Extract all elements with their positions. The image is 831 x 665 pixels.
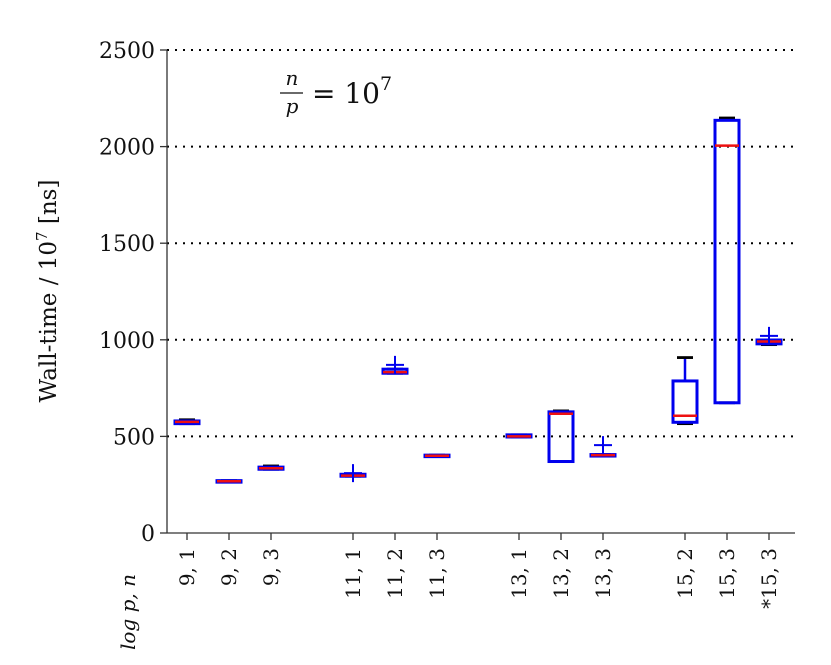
outlier-marker-0: [386, 355, 404, 374]
y-tick-label-2500: 2500: [99, 39, 155, 64]
x-tick-label-1: 9, 2: [217, 548, 241, 586]
y-axis-label-unit: [ns]: [36, 180, 62, 232]
outlier-marker-0: [760, 326, 778, 345]
box-rect: [713, 118, 741, 405]
box-5: [423, 453, 451, 459]
x-tick-label-6: 13, 1: [507, 548, 531, 599]
x-tick-label-0: 9, 1: [175, 548, 199, 586]
y-tick-label-1000: 1000: [99, 329, 155, 354]
annotation-numerator: n: [286, 66, 299, 90]
annotation-rhs-base: = 10: [312, 77, 380, 110]
annotation-rhs-exp: 7: [380, 73, 392, 95]
box-6: [505, 433, 533, 439]
x-tick-label-10: 15, 3: [715, 548, 739, 599]
box-2: [257, 464, 285, 471]
outlier-marker-0: [344, 464, 362, 483]
box-11: [755, 326, 783, 347]
box-rect: [671, 379, 699, 424]
y-tick-labels: 0 500 1000 1500 2000 2500: [99, 39, 155, 547]
annotation-rhs: = 107: [312, 73, 392, 110]
x-tick-labels: 9, 1 9, 2 9, 3 11, 1 11, 2 11, 3 13, 1 13, 2 13,…: [175, 533, 781, 609]
annotation-denominator: p: [286, 94, 299, 118]
box-4: [381, 355, 409, 375]
y-tick-label-500: 500: [113, 425, 155, 450]
outlier-marker-0: [594, 436, 612, 455]
boxes: [173, 116, 783, 484]
x-tick-label-3: 11, 1: [341, 548, 365, 599]
box-8: [589, 436, 617, 458]
box-3: [339, 464, 367, 483]
box-rect: [547, 410, 575, 464]
box-10: [713, 116, 741, 405]
ratio-annotation: n p = 107: [280, 66, 392, 118]
y-axis-label-exp: 7: [33, 231, 51, 241]
x-tick-label-11: *15, 3: [757, 548, 781, 609]
x-tick-label-9: 15, 2: [673, 548, 697, 599]
y-tick-label-0: 0: [141, 522, 155, 547]
box-9: [671, 356, 699, 426]
gridlines: [160, 49, 795, 534]
x-tick-label-4: 11, 2: [383, 548, 407, 599]
y-tick-label-2000: 2000: [99, 136, 155, 161]
box-1: [215, 479, 243, 484]
x-tick-label-8: 13, 3: [591, 548, 615, 599]
x-axis-label: log p, n: [116, 574, 140, 650]
box-7: [547, 409, 575, 464]
y-tick-label-1500: 1500: [99, 232, 155, 257]
y-axis-label-main: Wall-time / 10: [36, 241, 62, 403]
axes: [166, 50, 795, 534]
x-tick-label-7: 13, 2: [549, 548, 573, 599]
x-tick-label-2: 9, 3: [259, 548, 283, 586]
y-axis-label: Wall-time / 107 [ns]: [33, 180, 62, 403]
box-0: [173, 418, 201, 426]
x-tick-label-5: 11, 3: [425, 548, 449, 599]
